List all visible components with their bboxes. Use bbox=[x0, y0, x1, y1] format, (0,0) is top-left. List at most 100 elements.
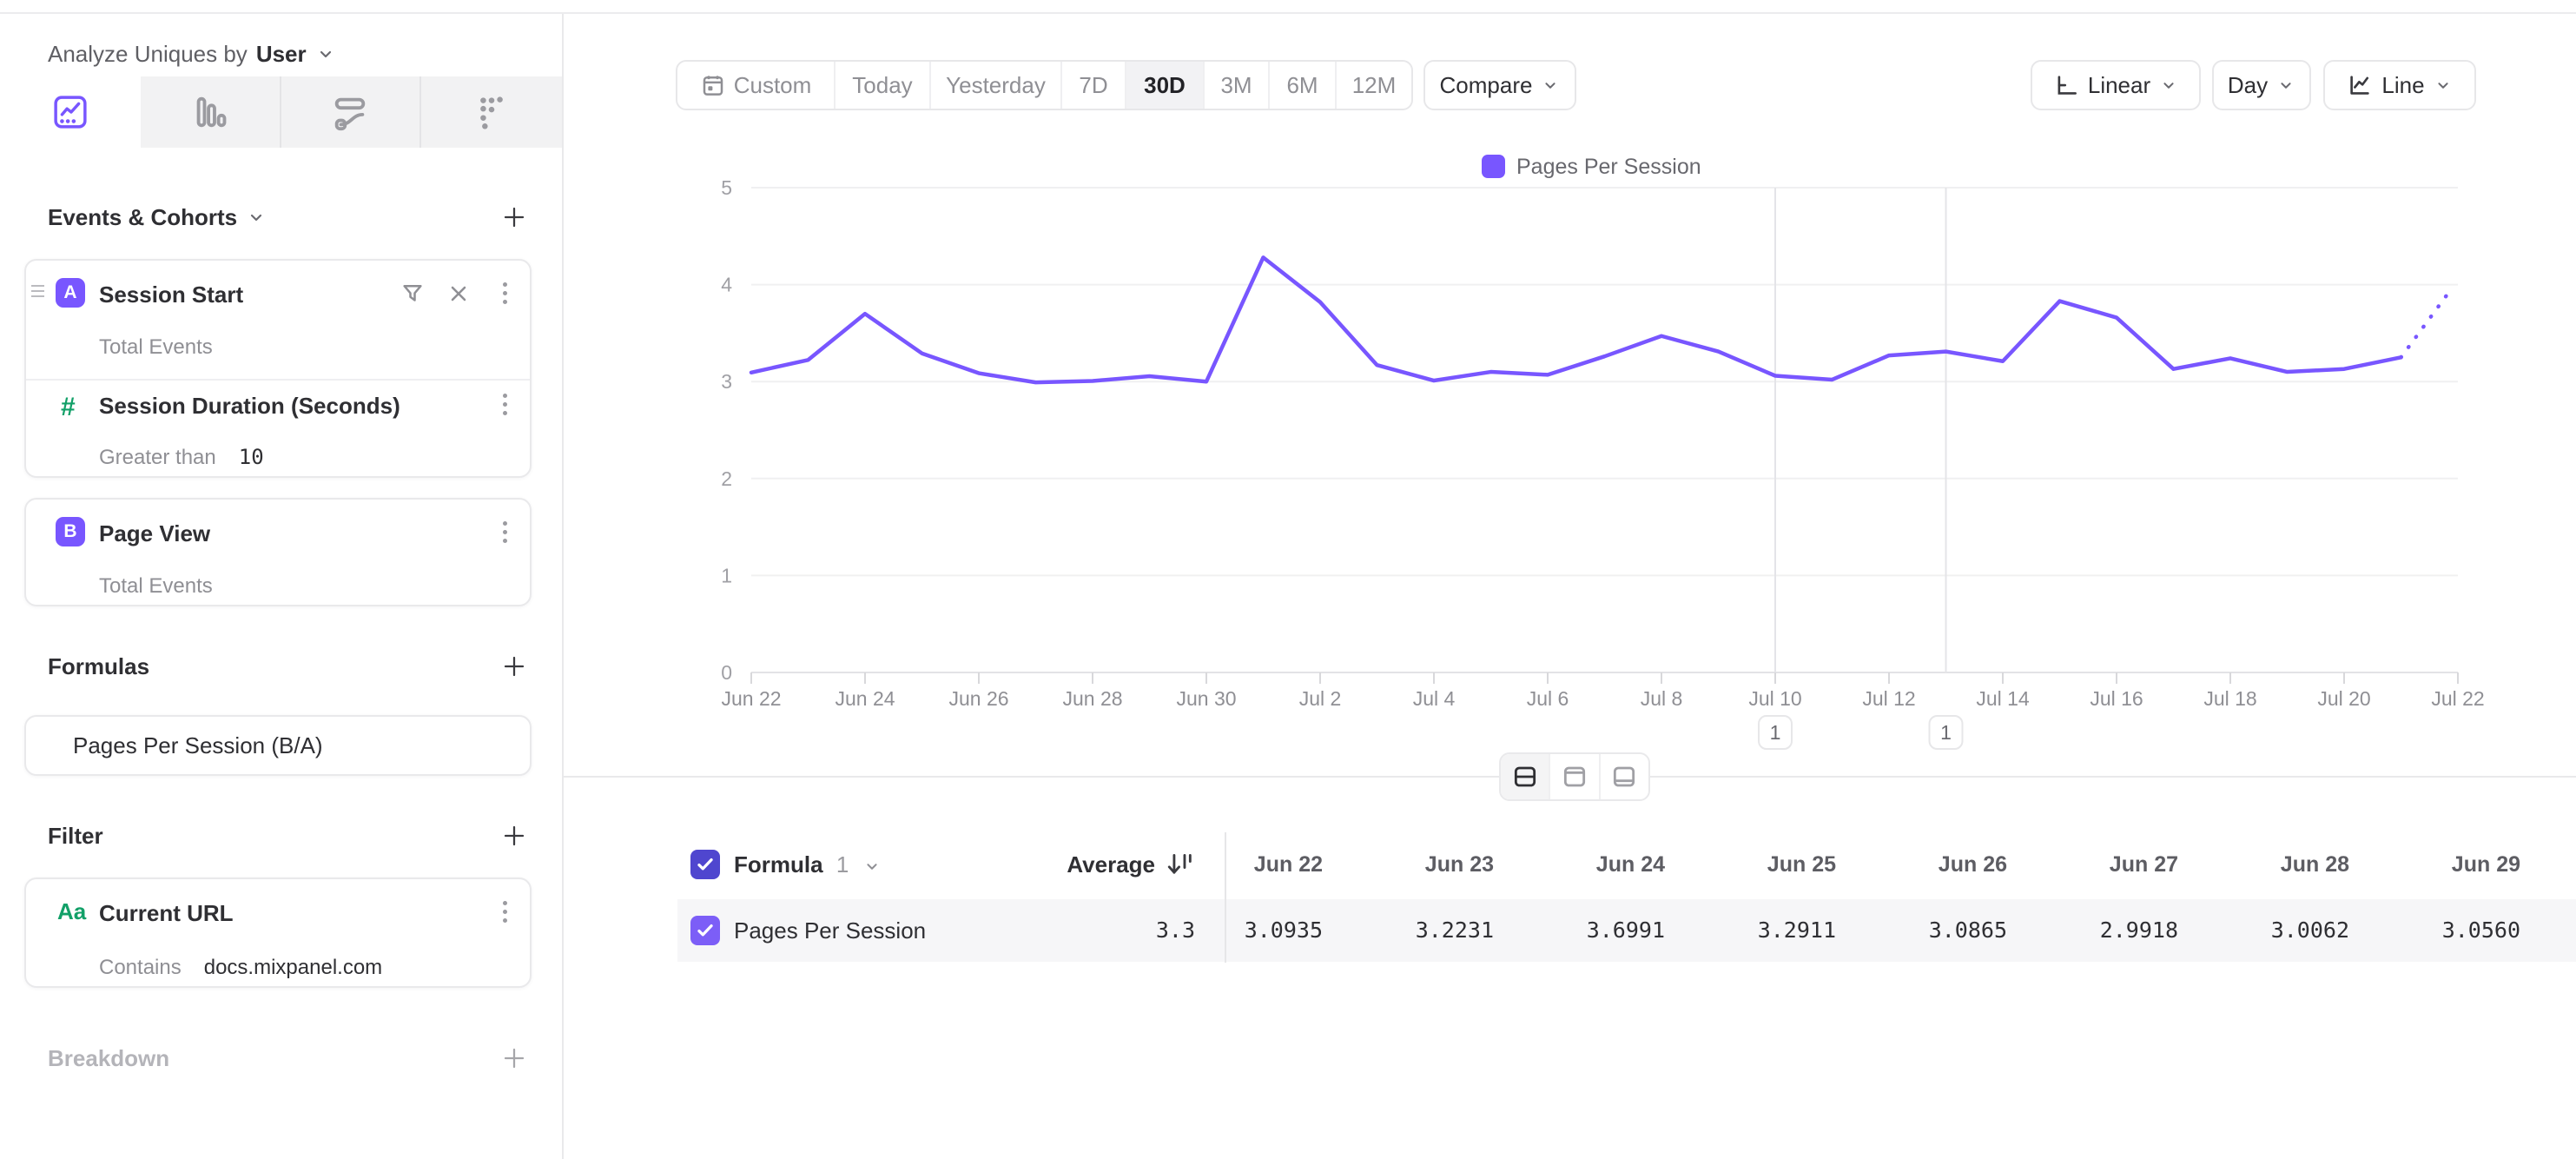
analyze-by-control[interactable]: Analyze Uniques by User bbox=[48, 33, 336, 75]
date-range-selector: Custom Today Yesterday 7D 30D 3M 6M 12M bbox=[676, 60, 1413, 110]
column-header-jun-26[interactable]: Jun 26 bbox=[1938, 852, 2007, 877]
table-group-header[interactable]: Formula 1 bbox=[734, 830, 882, 899]
event-name[interactable]: Session Start bbox=[99, 281, 244, 308]
toggle-split-view[interactable] bbox=[1501, 754, 1551, 799]
chevron-down-icon bbox=[2163, 83, 2174, 89]
toggle-table-view[interactable] bbox=[1601, 754, 1648, 799]
add-filter-button[interactable] bbox=[501, 823, 527, 849]
event-metric[interactable]: Total Events bbox=[99, 335, 213, 359]
add-formula-button[interactable] bbox=[501, 653, 527, 679]
group-index: 1 bbox=[836, 851, 849, 878]
scale-label: Linear bbox=[2087, 71, 2151, 98]
events-section-header: Events & Cohorts bbox=[48, 196, 527, 238]
sidebar-divider bbox=[562, 14, 564, 1159]
annotation-chip[interactable] bbox=[1928, 715, 1964, 750]
event-card-session-start[interactable]: A Session Start Total Events # Session D… bbox=[24, 259, 532, 478]
column-header-jun-28[interactable]: Jun 28 bbox=[2280, 852, 2349, 877]
average-column-header[interactable]: Average bbox=[955, 830, 1155, 899]
interval-button[interactable]: Day bbox=[2212, 60, 2311, 110]
drag-handle-icon[interactable] bbox=[31, 285, 44, 297]
sort-descending-icon[interactable] bbox=[1166, 850, 1195, 879]
table-column-divider bbox=[1225, 832, 1226, 963]
column-header-jun-23[interactable]: Jun 23 bbox=[1424, 852, 1494, 877]
chart-type-button[interactable]: Line bbox=[2323, 60, 2476, 110]
table-row-background bbox=[677, 899, 2576, 962]
range-option-12m[interactable]: 12M bbox=[1337, 62, 1411, 109]
event-name[interactable]: Page View bbox=[99, 520, 211, 546]
event-menu-icon[interactable] bbox=[492, 280, 518, 306]
toggle-chart-view[interactable] bbox=[1550, 754, 1601, 799]
filter-menu-icon[interactable] bbox=[492, 898, 518, 924]
range-option-3m[interactable]: 3M bbox=[1205, 62, 1270, 109]
range-option-7d[interactable]: 7D bbox=[1062, 62, 1126, 109]
add-breakdown-button[interactable] bbox=[501, 1045, 527, 1071]
event-metric[interactable]: Total Events bbox=[99, 574, 213, 598]
range-option-yesterday[interactable]: Yesterday bbox=[931, 62, 1062, 109]
filter-operator[interactable]: Greater than bbox=[99, 446, 216, 469]
event-menu-icon[interactable] bbox=[492, 519, 518, 545]
column-header-jun-25[interactable]: Jun 25 bbox=[1767, 852, 1836, 877]
x-axis-label: Jul 6 bbox=[1527, 687, 1569, 710]
select-all-checkbox[interactable] bbox=[690, 850, 720, 879]
column-header-jun-29[interactable]: Jun 29 bbox=[2451, 852, 2520, 877]
chevron-down-icon bbox=[1545, 83, 1556, 89]
inline-filter-condition[interactable]: Greater than 10 bbox=[99, 445, 264, 470]
formula-expression[interactable]: Pages Per Session (B/A) bbox=[73, 732, 323, 758]
column-header-jun-22[interactable]: Jun 22 bbox=[1253, 852, 1323, 877]
series-line[interactable] bbox=[749, 255, 2403, 385]
add-event-button[interactable] bbox=[501, 204, 527, 230]
filter-value[interactable]: 10 bbox=[238, 445, 264, 469]
formula-card[interactable]: Pages Per Session (B/A) bbox=[24, 715, 532, 776]
chevron-down-icon bbox=[2437, 83, 2448, 89]
check-icon bbox=[697, 924, 713, 937]
breakdown-section-header: Breakdown bbox=[48, 1037, 527, 1079]
x-axis-label: Jul 4 bbox=[1413, 687, 1456, 710]
filter-value[interactable]: docs.mixpanel.com bbox=[203, 956, 383, 979]
x-axis-label: Jul 16 bbox=[2090, 687, 2143, 710]
row-checkbox[interactable] bbox=[690, 916, 720, 945]
tab-insights[interactable] bbox=[0, 76, 141, 148]
legend-swatch bbox=[1482, 155, 1505, 178]
chevron-down-icon bbox=[2281, 83, 2291, 89]
column-header-jun-24[interactable]: Jun 24 bbox=[1595, 852, 1665, 877]
scale-button[interactable]: Linear bbox=[2031, 60, 2201, 110]
analyze-by-value[interactable]: User bbox=[255, 40, 307, 67]
column-header-jun-27[interactable]: Jun 27 bbox=[2109, 852, 2178, 877]
card-divider bbox=[26, 379, 530, 381]
compare-button[interactable]: Compare bbox=[1423, 60, 1576, 110]
remove-event-icon[interactable] bbox=[441, 276, 476, 311]
inline-filter-menu-icon[interactable] bbox=[492, 391, 518, 417]
range-option-30d[interactable]: 30D bbox=[1126, 62, 1205, 109]
range-option-label: 3M bbox=[1220, 71, 1252, 98]
range-option-custom[interactable]: Custom bbox=[677, 62, 836, 109]
cell-value-jun-28: 3.0062 bbox=[2270, 917, 2349, 943]
tab-bar-chart[interactable] bbox=[140, 76, 281, 148]
table-row-label[interactable]: Pages Per Session bbox=[734, 917, 927, 944]
annotation-chip[interactable] bbox=[1758, 715, 1793, 750]
filter-property-name[interactable]: Current URL bbox=[99, 900, 234, 926]
x-axis-label: Jun 22 bbox=[721, 687, 781, 710]
query-sidebar: Analyze Uniques by User bbox=[0, 14, 562, 1159]
range-option-today[interactable]: Today bbox=[836, 62, 931, 109]
line-chart-type-icon bbox=[2350, 76, 2370, 95]
pages-per-session-chart: Pages Per Session 0 1 2 3 4 5 1 1 Jun 22 Jun 24 Jun… bbox=[721, 155, 2485, 750]
event-letter-badge: B bbox=[56, 517, 85, 546]
legend-label[interactable]: Pages Per Session bbox=[1516, 155, 1701, 179]
filter-condition[interactable]: Contains docs.mixpanel.com bbox=[99, 956, 382, 980]
filter-card-current-url[interactable]: Aa Current URL Contains docs.mixpanel.com bbox=[24, 878, 532, 988]
y-axis-label: 3 bbox=[721, 370, 732, 393]
range-option-label: 6M bbox=[1286, 71, 1318, 98]
filter-event-icon[interactable] bbox=[395, 276, 430, 311]
analyze-by-label: Analyze Uniques by bbox=[48, 40, 248, 67]
series-line-incomplete bbox=[2399, 287, 2454, 360]
tab-retention[interactable] bbox=[421, 76, 562, 148]
annotation-chip-label: 1 bbox=[1770, 721, 1781, 744]
range-option-6m[interactable]: 6M bbox=[1270, 62, 1337, 109]
tab-flows[interactable] bbox=[281, 76, 422, 148]
inline-filter-name[interactable]: Session Duration (Seconds) bbox=[99, 393, 400, 419]
chevron-down-icon[interactable] bbox=[246, 207, 267, 228]
x-axis-label: Jul 18 bbox=[2203, 687, 2256, 710]
x-axis-label: Jul 2 bbox=[1299, 687, 1342, 710]
event-card-page-view[interactable]: B Page View Total Events bbox=[24, 498, 532, 606]
filter-operator[interactable]: Contains bbox=[99, 956, 182, 979]
